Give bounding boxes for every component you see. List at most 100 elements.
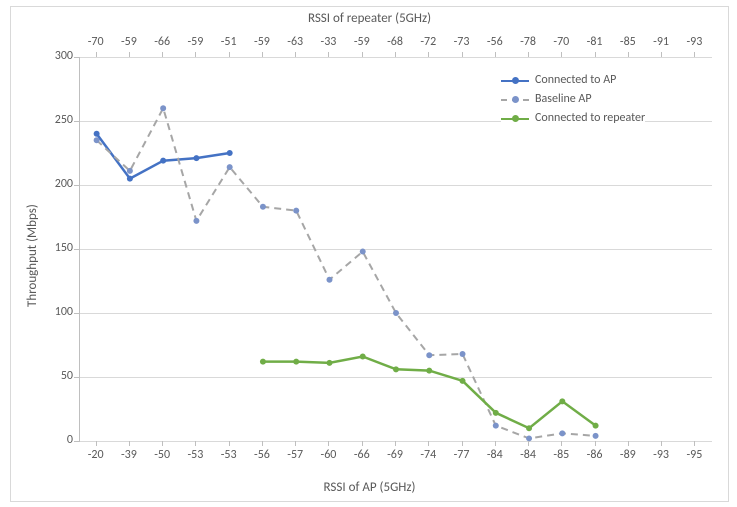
series-marker: [127, 176, 133, 182]
x-tick-bottom: [661, 441, 662, 446]
y-axis-title: Throughput (Mbps): [25, 204, 40, 307]
x-tick-label-top: -70: [553, 35, 569, 49]
series-marker: [127, 168, 133, 174]
y-tick: [74, 185, 79, 186]
gridline: [80, 441, 712, 442]
y-tick-label: 200: [39, 177, 73, 191]
x-tick-label-bottom: -95: [686, 448, 702, 462]
series-marker: [293, 359, 299, 365]
series-marker: [227, 150, 233, 156]
x-tick-top: [328, 52, 329, 57]
y-tick-label: 100: [39, 305, 73, 319]
x-tick-bottom: [295, 441, 296, 446]
x-tick-bottom: [495, 441, 496, 446]
series-marker: [493, 423, 499, 429]
series-marker: [559, 430, 565, 436]
x-tick-top: [195, 52, 196, 57]
x-tick-label-bottom: -57: [287, 448, 303, 462]
x-tick-bottom: [229, 441, 230, 446]
legend-label: Connected to repeater: [535, 111, 645, 125]
x-tick-top: [628, 52, 629, 57]
series-marker: [460, 378, 466, 384]
x-tick-label-top: -73: [454, 35, 470, 49]
x-tick-label-bottom: -84: [520, 448, 536, 462]
series-marker: [193, 155, 199, 161]
x-tick-label-bottom: -50: [154, 448, 170, 462]
y-tick: [74, 441, 79, 442]
x-tick-label-top: -56: [487, 35, 503, 49]
x-tick-top: [528, 52, 529, 57]
series-marker: [227, 164, 233, 170]
x-tick-label-bottom: -60: [321, 448, 337, 462]
legend-item: Connected to repeater: [501, 110, 645, 126]
series-marker: [193, 218, 199, 224]
x-tick-bottom: [195, 441, 196, 446]
series-marker: [260, 204, 266, 210]
x-tick-top: [262, 52, 263, 57]
series-marker: [593, 423, 599, 429]
y-tick-label: 150: [39, 241, 73, 255]
bottom-axis-title: RSSI of AP (5GHz): [11, 480, 728, 495]
x-tick-label-bottom: -20: [88, 448, 104, 462]
series-marker: [160, 105, 166, 111]
series-marker: [94, 131, 100, 137]
series-marker: [293, 208, 299, 214]
x-tick-top: [96, 52, 97, 57]
series-marker: [460, 351, 466, 357]
series-marker: [426, 368, 432, 374]
x-tick-top: [295, 52, 296, 57]
series-marker: [393, 366, 399, 372]
x-tick-bottom: [528, 441, 529, 446]
x-tick-label-top: -78: [520, 35, 536, 49]
legend-label: Baseline AP: [535, 92, 592, 106]
y-tick-label: 250: [39, 113, 73, 127]
x-tick-label-bottom: -56: [254, 448, 270, 462]
x-tick-top: [694, 52, 695, 57]
x-tick-bottom: [262, 441, 263, 446]
x-tick-label-bottom: -69: [387, 448, 403, 462]
series-marker: [360, 249, 366, 255]
x-tick-label-top: -93: [686, 35, 702, 49]
x-tick-label-top: -59: [254, 35, 270, 49]
x-tick-top: [462, 52, 463, 57]
y-tick: [74, 377, 79, 378]
x-tick-label-top: -59: [121, 35, 137, 49]
series-marker: [493, 410, 499, 416]
series-marker: [426, 352, 432, 358]
series-line: [263, 357, 596, 429]
series-line: [97, 108, 596, 438]
x-tick-bottom: [362, 441, 363, 446]
y-tick-label: 50: [39, 369, 73, 383]
legend-item: Baseline AP: [501, 91, 645, 107]
x-tick-label-top: -68: [387, 35, 403, 49]
x-tick-bottom: [628, 441, 629, 446]
series-marker: [360, 354, 366, 360]
legend: Connected to APBaseline APConnected to r…: [501, 69, 645, 129]
x-tick-label-top: -59: [354, 35, 370, 49]
x-tick-bottom: [462, 441, 463, 446]
x-tick-label-bottom: -89: [620, 448, 636, 462]
x-tick-top: [595, 52, 596, 57]
y-tick-label: 0: [39, 433, 73, 447]
x-tick-top: [129, 52, 130, 57]
x-tick-bottom: [694, 441, 695, 446]
y-tick-label: 300: [39, 49, 73, 63]
x-tick-label-bottom: -84: [487, 448, 503, 462]
x-tick-label-bottom: -53: [187, 448, 203, 462]
y-tick: [74, 121, 79, 122]
x-tick-label-bottom: -93: [653, 448, 669, 462]
x-tick-top: [395, 52, 396, 57]
x-tick-label-top: -59: [187, 35, 203, 49]
x-tick-label-top: -70: [88, 35, 104, 49]
series-marker: [593, 433, 599, 439]
x-tick-label-bottom: -74: [420, 448, 436, 462]
x-tick-bottom: [561, 441, 562, 446]
x-tick-label-bottom: -85: [553, 448, 569, 462]
x-tick-label-top: -72: [420, 35, 436, 49]
series-marker: [393, 310, 399, 316]
x-tick-bottom: [129, 441, 130, 446]
x-tick-top: [162, 52, 163, 57]
x-tick-label-top: -63: [287, 35, 303, 49]
x-tick-top: [661, 52, 662, 57]
x-tick-label-top: -85: [620, 35, 636, 49]
